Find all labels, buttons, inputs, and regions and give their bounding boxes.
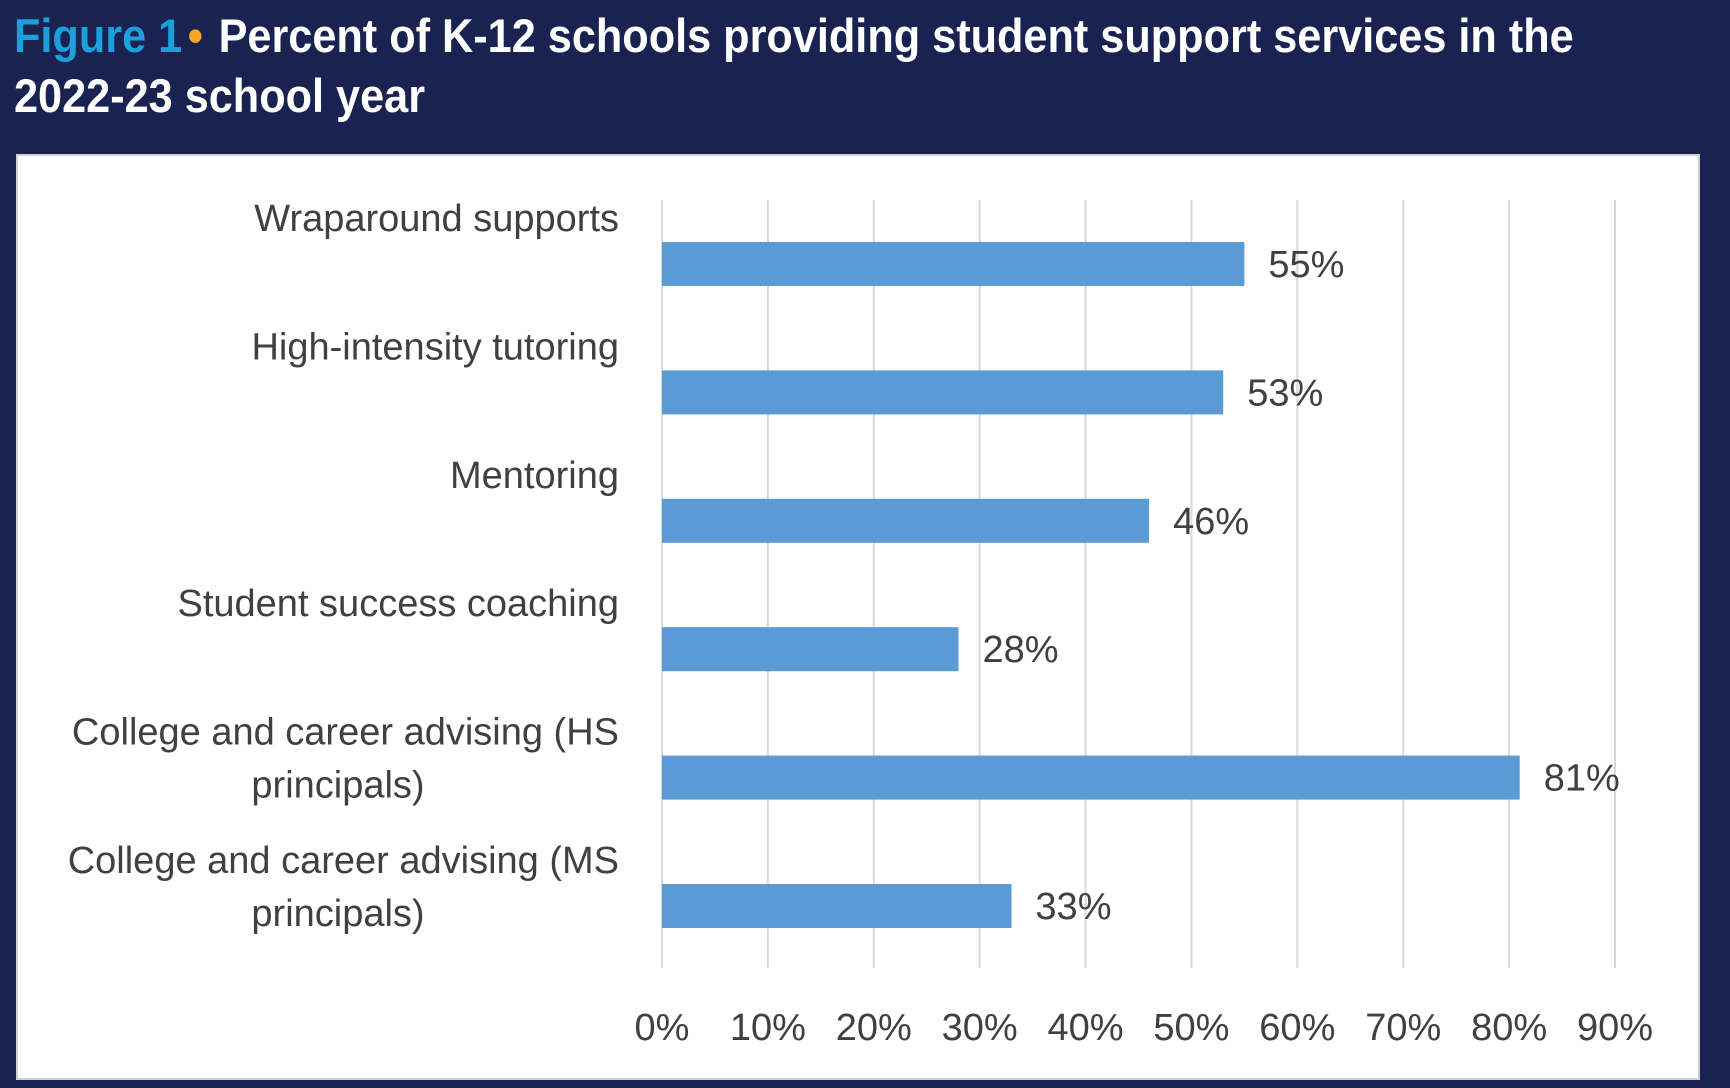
- x-tick-label: 70%: [1365, 1007, 1441, 1049]
- x-tick-label: 0%: [635, 1007, 690, 1049]
- data-label: 55%: [1268, 244, 1344, 286]
- category-label: High-intensity tutoring: [251, 326, 619, 368]
- data-label: 53%: [1247, 372, 1323, 414]
- data-label: 46%: [1173, 501, 1249, 543]
- figure-label: Figure 1: [14, 9, 183, 62]
- data-label: 28%: [982, 629, 1058, 671]
- bar: [662, 627, 959, 672]
- bar: [662, 498, 1150, 543]
- bar: [662, 242, 1245, 286]
- x-tick-label: 90%: [1577, 1007, 1653, 1049]
- x-tick-label: 20%: [836, 1007, 912, 1049]
- chart-header: Figure 1 • Percent of K-12 schools provid…: [14, 6, 1578, 126]
- data-label: 81%: [1544, 758, 1620, 800]
- x-tick-label: 60%: [1259, 1007, 1335, 1049]
- category-label-line2: principals): [251, 893, 424, 935]
- bullet-icon: •: [187, 9, 203, 62]
- x-tick-label: 10%: [730, 1007, 806, 1049]
- category-label: College and career advising (MS: [68, 840, 619, 882]
- x-tick-label: 50%: [1153, 1007, 1229, 1049]
- bar: [662, 755, 1520, 800]
- category-label: Student success coaching: [178, 583, 620, 625]
- bar: [662, 884, 1012, 928]
- category-label: Wraparound supports: [254, 198, 619, 240]
- x-tick-label: 30%: [942, 1007, 1018, 1049]
- bar: [662, 370, 1224, 415]
- x-tick-label: 80%: [1471, 1007, 1547, 1049]
- category-label: Mentoring: [450, 455, 619, 497]
- data-label: 33%: [1035, 886, 1111, 928]
- category-label-line2: principals): [251, 765, 424, 807]
- chart-title: Percent of K-12 schools providing studen…: [14, 9, 1574, 122]
- category-label: College and career advising (HS: [72, 712, 619, 754]
- x-tick-label: 40%: [1048, 1007, 1124, 1049]
